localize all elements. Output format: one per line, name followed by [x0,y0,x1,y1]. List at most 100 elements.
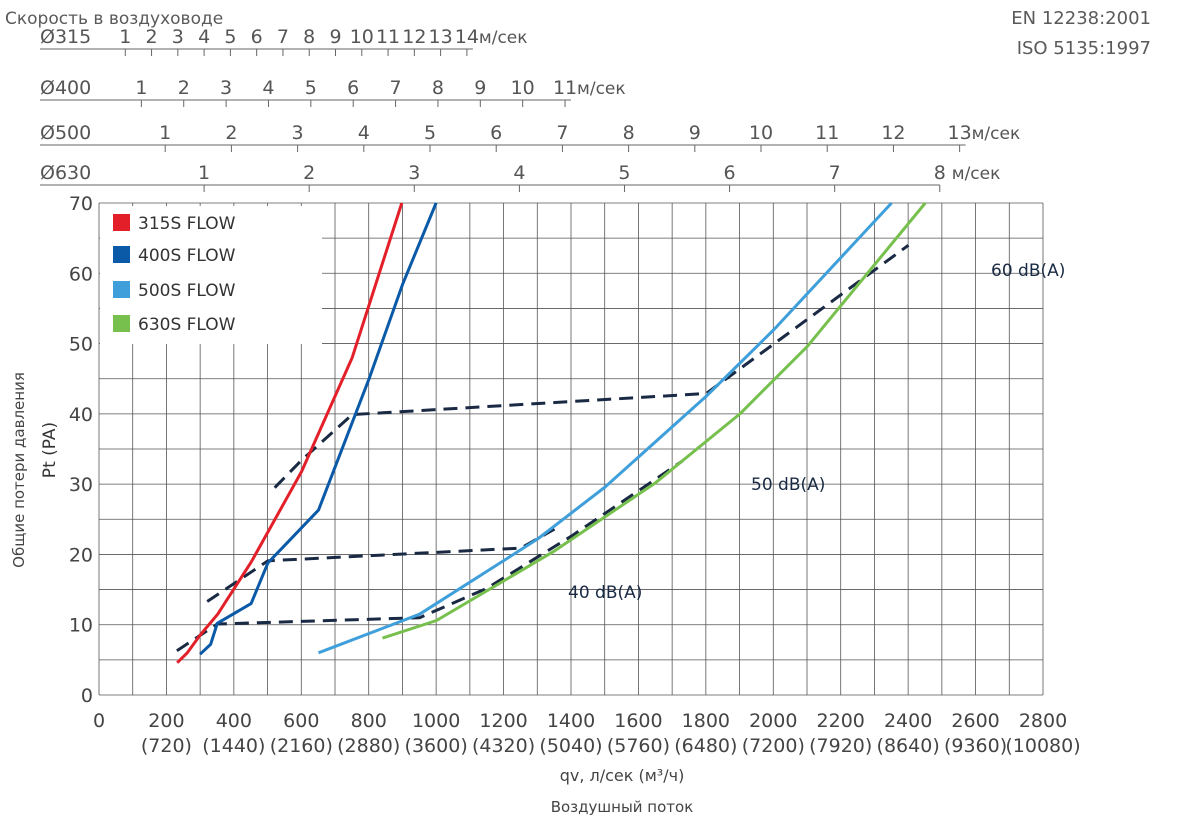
standard-label-1: EN 12238:2001 [1011,8,1151,29]
legend-swatch [113,281,130,298]
x-tick-sublabel: (9360) [944,735,1007,757]
velocity-tick-label: 7 [556,122,568,144]
legend-label: 500S FLOW [138,281,236,301]
velocity-tick-label: 6 [347,77,359,99]
velocity-tick-label: 4 [262,77,274,99]
velocity-tick-label: 5 [224,26,236,48]
series-line [199,202,438,656]
x-tick-sublabel: (2880) [337,735,400,757]
velocity-unit-label: м/сек [952,164,1001,184]
x-tick-label: 2200 [817,710,865,732]
sound-level-label-50: 50 dB(A) [751,475,825,495]
velocity-tick-label: 3 [292,122,304,144]
velocity-tick-label: 7 [277,26,289,48]
velocity-tick-label: 2 [303,162,315,184]
velocity-scale-title: Скорость в воздуховоде [5,9,223,29]
velocity-tick-label: 8 [934,162,946,184]
velocity-tick-label: 6 [724,162,736,184]
velocity-tick-label: 9 [689,122,701,144]
x-tick-label: 400 [216,710,252,732]
y-tick-label: 20 [69,544,93,566]
velocity-tick-label: 12 [402,26,426,48]
legend-label: 400S FLOW [138,246,236,266]
x-tick-label: 800 [351,710,387,732]
x-tick-label: 2800 [1019,710,1067,732]
velocity-tick-label: 4 [358,122,370,144]
x-tick-sublabel: (2160) [270,735,333,757]
y-axis-label: Общие потери давления [10,372,28,568]
legend-swatch [113,214,130,231]
velocity-unit-label: м/сек [972,124,1021,144]
velocity-tick-label: 3 [408,162,420,184]
velocity-tick-label: 12 [881,122,905,144]
axis-labels: 0 10 20 30 40 50 60 70 0 200 (720) 400 (1440) 600 (216… [69,193,1081,757]
y-tick-label: 70 [69,193,93,215]
velocity-scale-label: Ø400 [40,77,91,99]
legend-label: 630S FLOW [138,315,236,335]
velocity-tick-label: 10 [749,122,773,144]
legend-background [100,206,322,344]
sound-level-line [273,243,910,489]
standard-label-2: ISO 5135:1997 [1017,38,1151,59]
velocity-tick-label: 5 [618,162,630,184]
x-tick-sublabel: (720) [141,735,192,757]
x-tick-label: 0 [93,710,105,732]
velocity-tick-label: 7 [390,77,402,99]
x-tick-label: 1000 [412,710,460,732]
velocity-tick-label: 8 [432,77,444,99]
velocity-tick-label: 9 [474,77,486,99]
x-tick-label: 1200 [479,710,527,732]
velocity-tick-label: 10 [350,26,374,48]
velocity-tick-label: 1 [159,122,171,144]
velocity-tick-label: 4 [198,26,210,48]
y-tick-label: 0 [81,685,93,707]
velocity-tick-label: 4 [513,162,525,184]
y-tick-label: 60 [69,263,93,285]
sound-level-lines [176,243,910,652]
velocity-tick-label: 11 [553,77,577,99]
y-axis-sublabel: Pt (PA) [40,422,60,478]
x-tick-label: 2600 [951,710,999,732]
series-lines [176,201,927,664]
x-tick-sublabel: (10080) [1005,735,1080,757]
velocity-tick-label: 14 [455,26,479,48]
y-tick-label: 10 [69,615,93,637]
y-tick-label: 30 [69,474,93,496]
velocity-tick-label: 8 [623,122,635,144]
velocity-unit-label: м/сек [479,28,528,48]
y-tick-label: 40 [69,404,93,426]
x-tick-sublabel: (7200) [742,735,805,757]
x-tick-label: 2000 [749,710,797,732]
x-tick-sublabel: (1440) [202,735,265,757]
x-tick-label: 1800 [682,710,730,732]
velocity-tick-label: 9 [329,26,341,48]
x-tick-sublabel: (6480) [674,735,737,757]
velocity-tick-label: 11 [815,122,839,144]
velocity-tick-label: 13 [429,26,453,48]
velocity-tick-label: 10 [511,77,535,99]
velocity-tick-label: 3 [172,26,184,48]
velocity-scale-label: Ø630 [40,162,91,184]
legend-swatch [113,246,130,263]
velocity-tick-label: 5 [305,77,317,99]
velocity-tick-label: 2 [146,26,158,48]
velocity-tick-label: 6 [251,26,263,48]
x-tick-label: 200 [148,710,184,732]
sound-level-line [176,459,684,652]
x-tick-sublabel: (7920) [809,735,872,757]
series-line [382,202,927,640]
sound-level-label-60: 60 dB(A) [991,261,1065,281]
velocity-tick-label: 11 [376,26,400,48]
velocity-tick-label: 6 [490,122,502,144]
x-tick-label: 600 [283,710,319,732]
x-tick-sublabel: (4320) [472,735,535,757]
legend-swatch [113,315,130,332]
x-tick-label: 1600 [614,710,662,732]
legend-label: 315S FLOW [138,214,236,234]
velocity-tick-label: 5 [424,122,436,144]
series-line [176,202,404,664]
x-tick-sublabel: (8640) [877,735,940,757]
velocity-tick-label: 2 [225,122,237,144]
